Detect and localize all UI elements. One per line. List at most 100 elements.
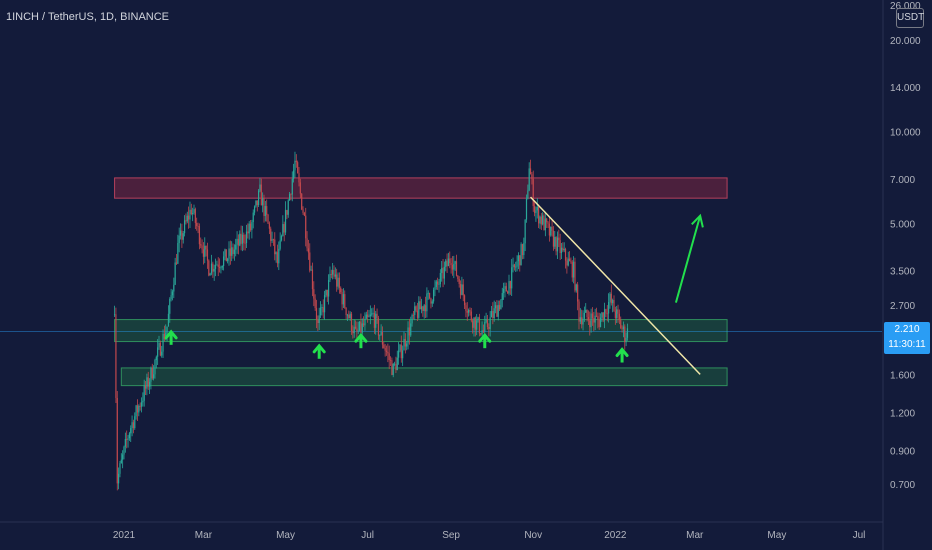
candle-down xyxy=(505,286,507,292)
candle-down xyxy=(568,258,571,262)
candle-down xyxy=(126,439,128,440)
candle-down xyxy=(340,287,342,293)
candle-up xyxy=(443,266,445,279)
candle-up xyxy=(439,272,441,285)
candle-down xyxy=(267,214,269,224)
candle-down xyxy=(144,385,147,389)
candle-down xyxy=(558,237,560,241)
candle-up xyxy=(287,200,289,215)
bounce-arrow-icon xyxy=(615,347,629,363)
candle-up xyxy=(248,223,250,234)
candle-up xyxy=(241,234,244,244)
candle-up xyxy=(321,307,323,309)
candle-down xyxy=(305,215,307,239)
candle-up xyxy=(135,405,137,417)
candle-up xyxy=(567,258,569,266)
time-axis[interactable]: 2021 Mar May Jul Sep Nov 2022 Mar May Jul xyxy=(0,521,883,541)
candle-up xyxy=(130,428,132,434)
candle-up xyxy=(445,260,447,267)
candle-up xyxy=(251,222,253,231)
candle-up xyxy=(371,313,373,315)
candle-down xyxy=(208,260,210,276)
candle-up xyxy=(128,433,130,439)
candle-down xyxy=(151,367,153,379)
candle-up xyxy=(582,318,584,325)
candle-down xyxy=(478,317,480,334)
candle-up xyxy=(134,416,136,429)
candle-down xyxy=(597,316,599,320)
candle-up xyxy=(420,306,423,310)
candle-down xyxy=(388,353,390,361)
candle-up xyxy=(349,313,351,319)
price-axis[interactable]: 26.000 20.000 14.000 10.000 7.000 5.000 3.500 2… xyxy=(882,0,921,550)
candle-up xyxy=(154,360,156,375)
candle-down xyxy=(266,206,268,215)
currency-unit-badge[interactable]: USDT xyxy=(896,8,924,28)
support-zone xyxy=(114,319,728,343)
candle-down xyxy=(298,173,300,183)
candle-down xyxy=(602,312,604,321)
candle-up xyxy=(223,256,225,266)
candle-up xyxy=(484,322,486,332)
descending-trendline xyxy=(529,196,701,375)
candle-down xyxy=(574,261,576,291)
candle-up xyxy=(239,233,241,246)
candle-up xyxy=(162,333,164,352)
candle-up xyxy=(228,248,230,259)
candle-up xyxy=(523,243,525,256)
price-tick-label: 3.500 xyxy=(890,267,915,278)
candle-down xyxy=(618,313,620,320)
candle-down xyxy=(547,222,549,224)
candle-up xyxy=(399,344,401,351)
candle-down xyxy=(543,215,545,231)
drawings-layer xyxy=(164,196,704,375)
candle-up xyxy=(293,170,295,179)
candle-up xyxy=(210,263,213,274)
candle-down xyxy=(422,306,424,311)
candle-down xyxy=(274,239,276,255)
candle-up xyxy=(626,328,629,338)
candle-down xyxy=(333,269,335,277)
candle-up xyxy=(493,308,495,319)
candle-up xyxy=(556,237,559,252)
candle-down xyxy=(621,328,623,330)
time-tick-label: May xyxy=(276,530,295,541)
candle-up xyxy=(550,226,552,236)
price-tick-label: 14.000 xyxy=(890,83,921,94)
bar-countdown: 11:30:11 xyxy=(888,339,926,350)
candle-down xyxy=(486,319,489,328)
candle-up xyxy=(361,323,363,333)
projection-arrow-head xyxy=(691,213,704,228)
candle-up xyxy=(294,160,296,171)
candle-down xyxy=(136,405,139,413)
candle-up xyxy=(579,317,581,322)
price-tick-label: 0.900 xyxy=(890,447,915,458)
candle-down xyxy=(260,184,262,206)
candle-down xyxy=(373,312,375,328)
candle-up xyxy=(434,287,436,290)
candle-down xyxy=(450,263,452,265)
candle-down xyxy=(459,284,462,295)
candle-down xyxy=(356,328,358,332)
candle-down xyxy=(552,230,555,247)
candle-up xyxy=(431,301,433,304)
candle-down xyxy=(387,351,389,354)
candle-up xyxy=(426,293,428,312)
candle-down xyxy=(205,245,207,250)
candle-up xyxy=(418,301,420,318)
candle-up xyxy=(407,327,409,344)
candle-up xyxy=(278,248,280,264)
candle-up xyxy=(146,377,148,389)
candle-up xyxy=(609,293,611,302)
candle-down xyxy=(217,264,219,268)
candle-up xyxy=(245,231,248,244)
candle-down xyxy=(132,422,135,429)
candle-up xyxy=(183,220,186,234)
candle-up xyxy=(392,363,394,375)
candle-up xyxy=(527,190,529,199)
candle-up xyxy=(123,446,125,455)
candle-up xyxy=(489,317,491,329)
candle-down xyxy=(336,274,338,287)
candle-down xyxy=(533,206,536,213)
